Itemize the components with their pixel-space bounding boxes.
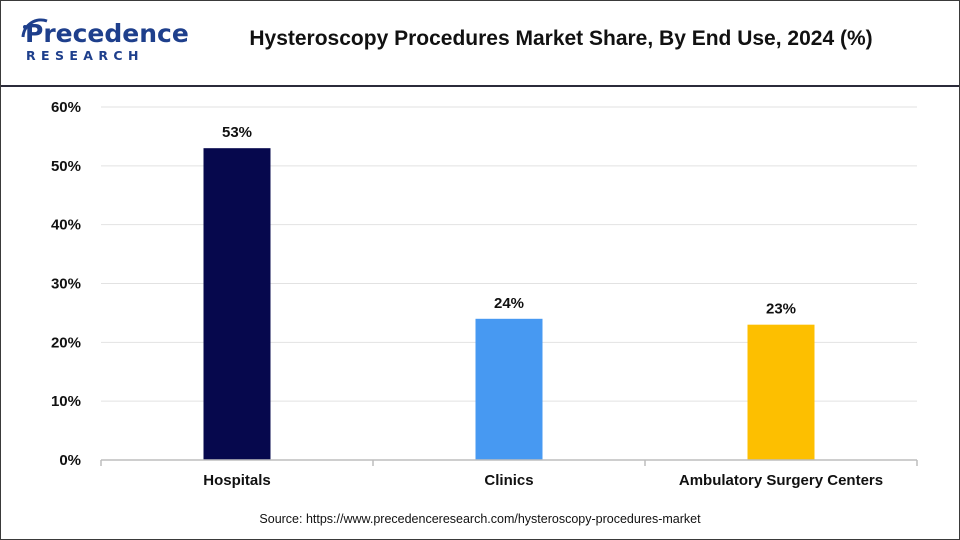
logo-arc-icon <box>21 18 48 38</box>
data-label: 53% <box>222 124 252 141</box>
x-tick-label: Hospitals <box>203 472 271 489</box>
y-tick-label: 40% <box>51 217 81 234</box>
x-axis-labels: Hospitals Clinics Ambulatory Surgery Cente… <box>203 472 883 489</box>
data-label: 23% <box>766 301 796 318</box>
chart-header: Precedence RESEARCH Hysteroscopy Procedu… <box>1 1 959 87</box>
logo-main-text: Precedence <box>25 19 189 48</box>
chart-title: Hysteroscopy Procedures Market Share, By… <box>249 27 873 50</box>
y-tick-label: 0% <box>59 452 81 469</box>
data-label: 24% <box>494 295 524 312</box>
y-axis-ticks: 0% 10% 20% 30% 40% 50% 60% <box>51 99 81 469</box>
y-tick-label: 60% <box>51 99 81 116</box>
x-tick-label: Ambulatory Surgery Centers <box>679 472 883 489</box>
y-tick-label: 10% <box>51 393 81 410</box>
bar-clinics <box>475 318 543 460</box>
y-tick-label: 20% <box>51 334 81 351</box>
bars <box>203 148 815 460</box>
value-labels: 53% 24% 23% <box>222 124 796 318</box>
bar-chart: 0% 10% 20% 30% 40% 50% 60% 53% 24% 23% Hospitals… <box>51 99 918 489</box>
bar-ambulatory-surgery-centers <box>747 324 815 460</box>
logo-sub-text: RESEARCH <box>26 48 144 63</box>
y-tick-label: 30% <box>51 276 81 293</box>
source-note: Source: https://www.precedenceresearch.c… <box>259 512 701 526</box>
x-tick-label: Clinics <box>484 472 533 489</box>
precedence-logo: Precedence RESEARCH <box>17 15 189 67</box>
y-tick-label: 50% <box>51 158 81 175</box>
bar-hospitals <box>203 148 271 460</box>
x-axis <box>100 459 918 466</box>
